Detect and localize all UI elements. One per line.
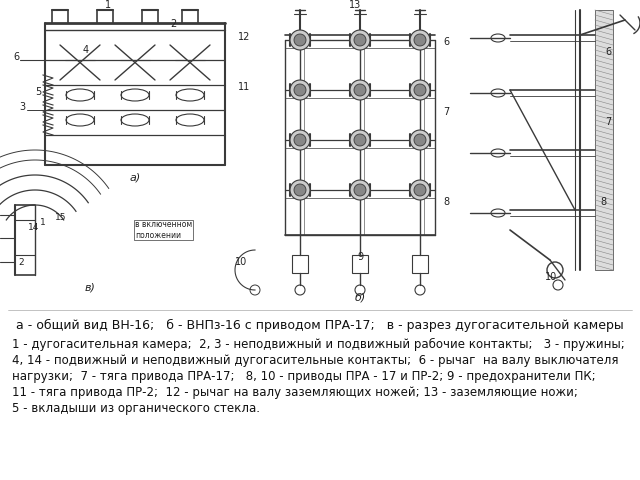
Text: 15: 15 bbox=[55, 213, 67, 222]
Bar bbox=[412, 255, 428, 273]
Text: 5 - вкладыши из органического стекла.: 5 - вкладыши из органического стекла. bbox=[12, 402, 260, 415]
Text: 1: 1 bbox=[40, 218, 45, 227]
Circle shape bbox=[354, 34, 366, 46]
Circle shape bbox=[350, 80, 370, 100]
Text: 4: 4 bbox=[83, 45, 89, 55]
Text: 10: 10 bbox=[545, 272, 557, 282]
Circle shape bbox=[410, 130, 430, 150]
Circle shape bbox=[410, 30, 430, 50]
Circle shape bbox=[294, 84, 306, 96]
Circle shape bbox=[294, 134, 306, 146]
Bar bbox=[352, 255, 368, 273]
Text: 6: 6 bbox=[13, 52, 19, 62]
Circle shape bbox=[290, 30, 310, 50]
Circle shape bbox=[290, 130, 310, 150]
Text: 1: 1 bbox=[105, 0, 111, 10]
Text: в): в) bbox=[84, 282, 95, 292]
Circle shape bbox=[350, 180, 370, 200]
Text: 4, 14 - подвижный и неподвижный дугогасительные контакты;  6 - рычаг  на валу вы: 4, 14 - подвижный и неподвижный дугогаси… bbox=[12, 354, 618, 367]
Circle shape bbox=[410, 80, 430, 100]
Text: в включенном
положении: в включенном положении bbox=[135, 220, 192, 240]
Text: 3: 3 bbox=[19, 102, 25, 112]
Text: 12: 12 bbox=[237, 32, 250, 42]
Text: 11 - тяга привода ПР-2;  12 - рычаг на валу заземляющих ножей; 13 - заземляющие : 11 - тяга привода ПР-2; 12 - рычаг на ва… bbox=[12, 386, 578, 399]
Circle shape bbox=[290, 80, 310, 100]
Text: 2: 2 bbox=[170, 19, 176, 29]
Circle shape bbox=[414, 34, 426, 46]
Bar bbox=[292, 255, 308, 273]
Text: а - общий вид ВН-16;   б - ВНПз-16 с приводом ПРА-17;   в - разрез дугогасительн: а - общий вид ВН-16; б - ВНПз-16 с приво… bbox=[16, 319, 624, 332]
Circle shape bbox=[350, 130, 370, 150]
Circle shape bbox=[414, 184, 426, 196]
Circle shape bbox=[414, 134, 426, 146]
Bar bbox=[595, 10, 613, 270]
Text: 5: 5 bbox=[35, 87, 41, 97]
Text: 1 - дугогасительная камера;  2, 3 - неподвижный и подвижный рабочие контакты;   : 1 - дугогасительная камера; 2, 3 - непод… bbox=[12, 338, 625, 351]
Circle shape bbox=[414, 84, 426, 96]
Text: 6: 6 bbox=[443, 37, 449, 47]
Circle shape bbox=[354, 184, 366, 196]
Text: 11: 11 bbox=[237, 82, 250, 92]
Text: б): б) bbox=[355, 292, 365, 302]
Text: а): а) bbox=[129, 172, 141, 182]
Text: 10: 10 bbox=[235, 257, 247, 267]
Circle shape bbox=[410, 180, 430, 200]
Text: 6: 6 bbox=[605, 47, 611, 57]
Text: нагрузки;  7 - тяга привода ПРА-17;   8, 10 - приводы ПРА - 17 и ПР-2; 9 - предо: нагрузки; 7 - тяга привода ПРА-17; 8, 10… bbox=[12, 370, 596, 383]
Text: 2: 2 bbox=[18, 258, 24, 267]
Circle shape bbox=[290, 180, 310, 200]
Circle shape bbox=[294, 34, 306, 46]
Text: 7: 7 bbox=[605, 117, 611, 127]
Text: 14: 14 bbox=[28, 223, 40, 232]
Text: 9: 9 bbox=[357, 252, 363, 262]
Circle shape bbox=[350, 30, 370, 50]
Circle shape bbox=[354, 84, 366, 96]
Circle shape bbox=[294, 184, 306, 196]
Circle shape bbox=[354, 134, 366, 146]
Text: 7: 7 bbox=[443, 107, 449, 117]
Text: 8: 8 bbox=[600, 197, 606, 207]
Text: 8: 8 bbox=[443, 197, 449, 207]
Text: 13: 13 bbox=[349, 0, 361, 10]
